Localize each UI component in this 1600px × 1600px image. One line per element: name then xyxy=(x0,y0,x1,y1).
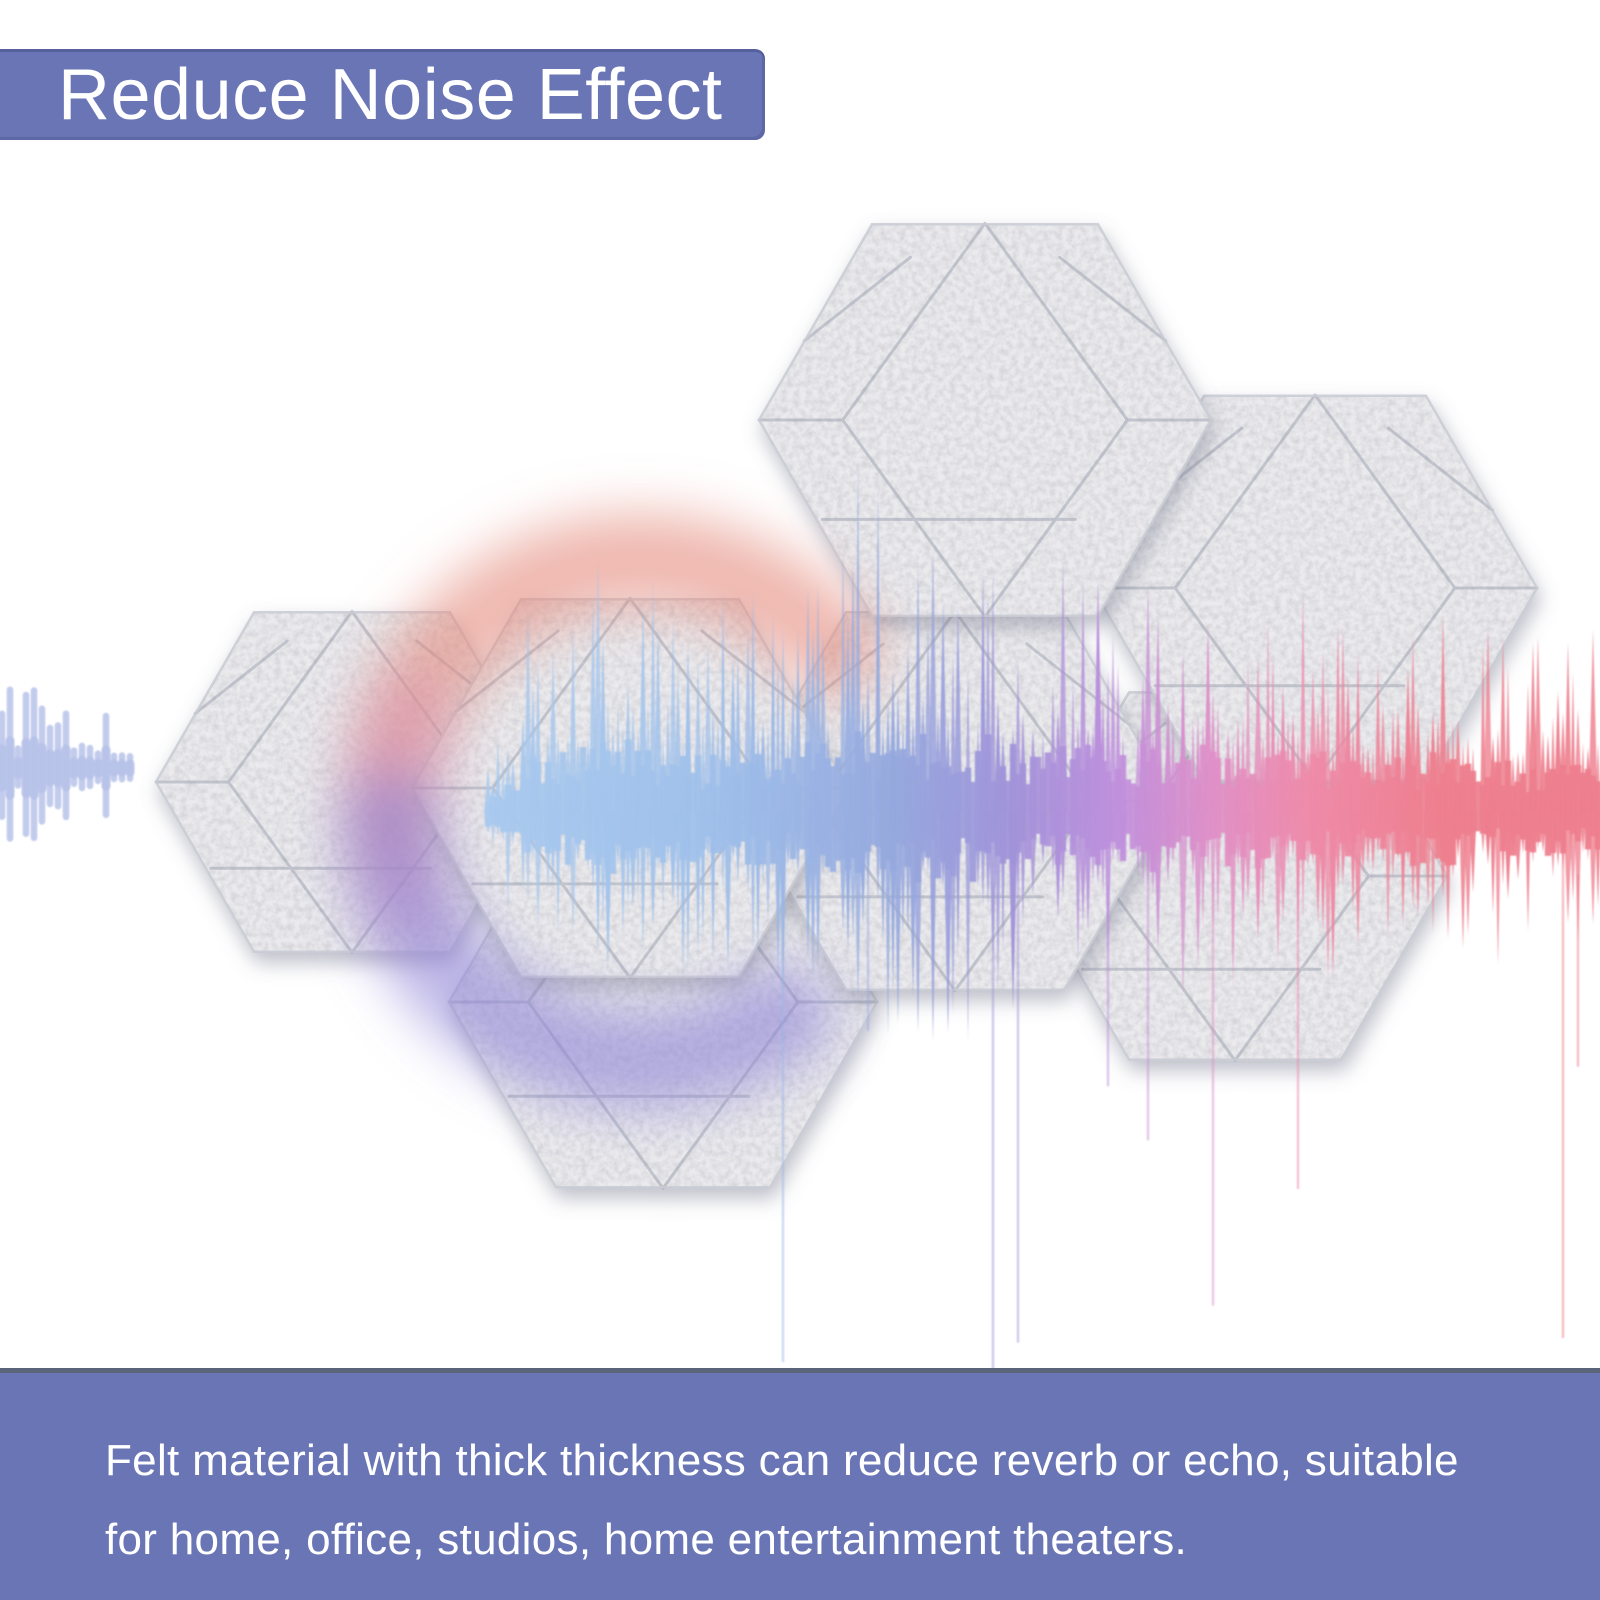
panel-groove-pattern xyxy=(757,221,1213,619)
sound-wave xyxy=(0,458,1600,1403)
footer-line-2: for home, office, studios, home entertai… xyxy=(105,1515,1188,1564)
felt-hexagon-face xyxy=(1093,395,1537,781)
felt-hexagon-panel xyxy=(757,221,1213,619)
footer-banner: Felt material with thick thickness can r… xyxy=(0,1368,1600,1600)
footer-line-1: Felt material with thick thickness can r… xyxy=(105,1436,1459,1485)
title-banner: Reduce Noise Effect xyxy=(0,49,765,140)
echo-ring xyxy=(340,512,879,1110)
panel-groove-pattern xyxy=(1091,393,1539,783)
panel-edge xyxy=(757,223,1213,617)
echo-ring-arc xyxy=(340,768,834,1110)
felt-hexagon-face xyxy=(759,224,1211,616)
title-text: Reduce Noise Effect xyxy=(58,54,723,135)
